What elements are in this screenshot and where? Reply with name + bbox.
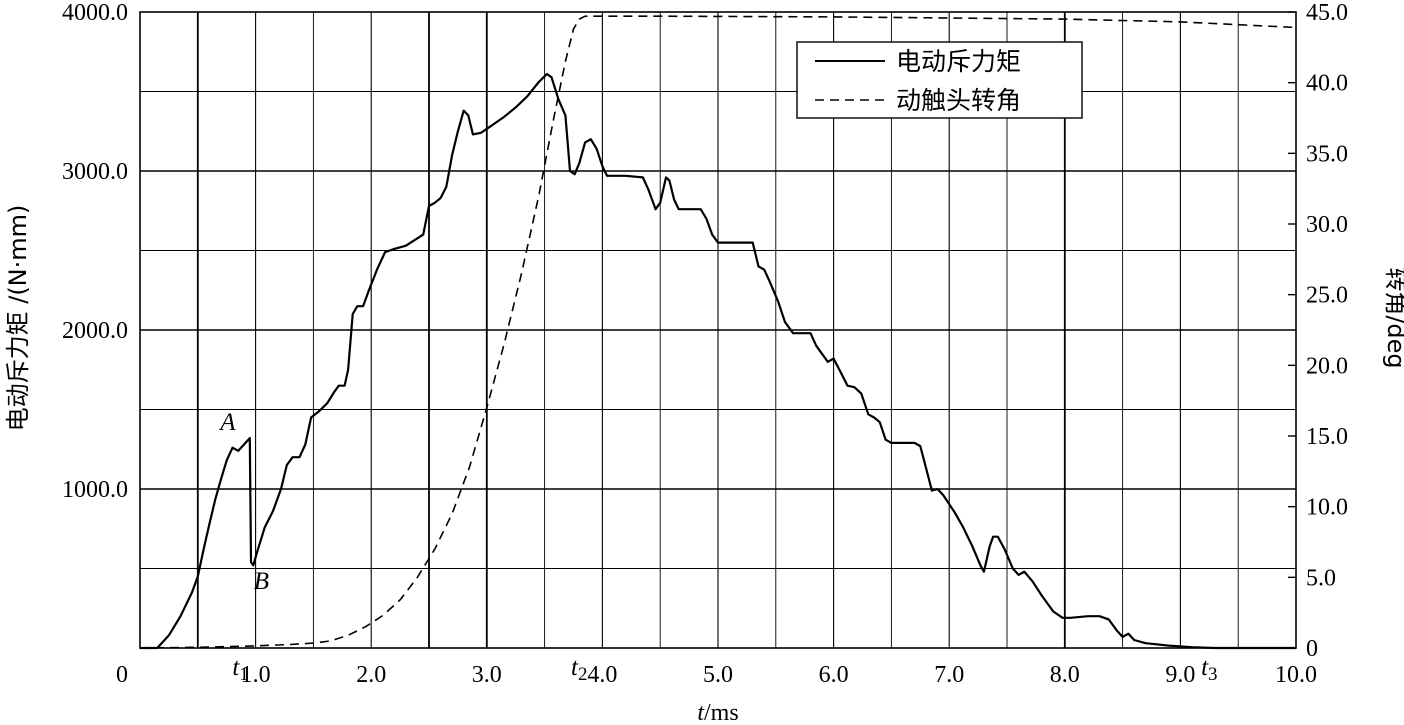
series-lines	[139, 15, 1297, 650]
legend-label-torque: 电动斥力矩	[896, 47, 1021, 76]
x-tick-label: 4.0	[587, 662, 617, 688]
x-tick-label: 8.0	[1050, 662, 1080, 688]
left-y-axis-label: 电动斥力矩 /(N·mm)	[4, 205, 32, 432]
right-y-tick-label: 0	[1306, 636, 1318, 662]
time-marker-label: t1	[232, 654, 248, 685]
x-tick-label: 9.0	[1165, 662, 1195, 688]
right-y-axis-ticks: 0 5.0 10.0 15.0 20.0 25.0 30.0 35.0 40.0 45.0	[1288, 0, 1348, 662]
right-y-tick-label: 5.0	[1306, 565, 1336, 591]
plot-frame	[139, 11, 1297, 649]
x-axis-ticks: 0 1.0 2.0 3.0 4.0 5.0 6.0 7.0 8.0 9.0 10.0	[116, 662, 1317, 688]
x-tick-label: 0	[116, 662, 128, 688]
x-tick-label: 1.0	[241, 662, 271, 688]
legend-box	[796, 41, 1083, 119]
series-line-repulsion-torque	[140, 72, 1296, 650]
right-y-tick-label: 25.0	[1306, 283, 1348, 309]
time-marker-label: t2	[571, 654, 587, 685]
point-label: B	[254, 568, 269, 595]
x-tick-label: 6.0	[819, 662, 849, 688]
series-line-contact-angle	[139, 15, 1297, 649]
left-y-tick-label: 1000.0	[62, 477, 128, 503]
grid	[140, 12, 1296, 648]
x-tick-label: 3.0	[472, 662, 502, 688]
right-y-tick-label: 30.0	[1306, 212, 1348, 238]
annotations: A Bt1 t2 t3	[218, 409, 1217, 685]
right-y-tick-label: 35.0	[1306, 141, 1348, 167]
right-y-tick-label: 20.0	[1306, 353, 1348, 379]
left-y-tick-label: 3000.0	[62, 159, 128, 185]
right-y-tick-label: 45.0	[1306, 0, 1348, 26]
legend-label-angle: 动触头转角	[896, 86, 1021, 115]
left-y-axis-ticks: 1000.0 2000.0 3000.0 4000.0	[62, 0, 128, 503]
right-y-tick-label: 15.0	[1306, 424, 1348, 450]
x-tick-label: 7.0	[934, 662, 964, 688]
point-label: A	[218, 409, 236, 436]
left-y-tick-label: 2000.0	[62, 318, 128, 344]
time-marker-label: t3	[1201, 654, 1217, 685]
x-tick-label: 10.0	[1275, 662, 1317, 688]
legend: 电动斥力矩 动触头转角	[796, 41, 1083, 119]
right-y-tick-label: 10.0	[1306, 495, 1348, 521]
x-tick-label: 5.0	[703, 662, 733, 688]
right-y-axis-label: 转角/deg	[1382, 267, 1404, 368]
right-y-tick-label: 40.0	[1306, 71, 1348, 97]
left-y-tick-label: 4000.0	[62, 0, 128, 26]
x-axis-label: t/ms	[697, 700, 738, 725]
x-tick-label: 2.0	[356, 662, 386, 688]
